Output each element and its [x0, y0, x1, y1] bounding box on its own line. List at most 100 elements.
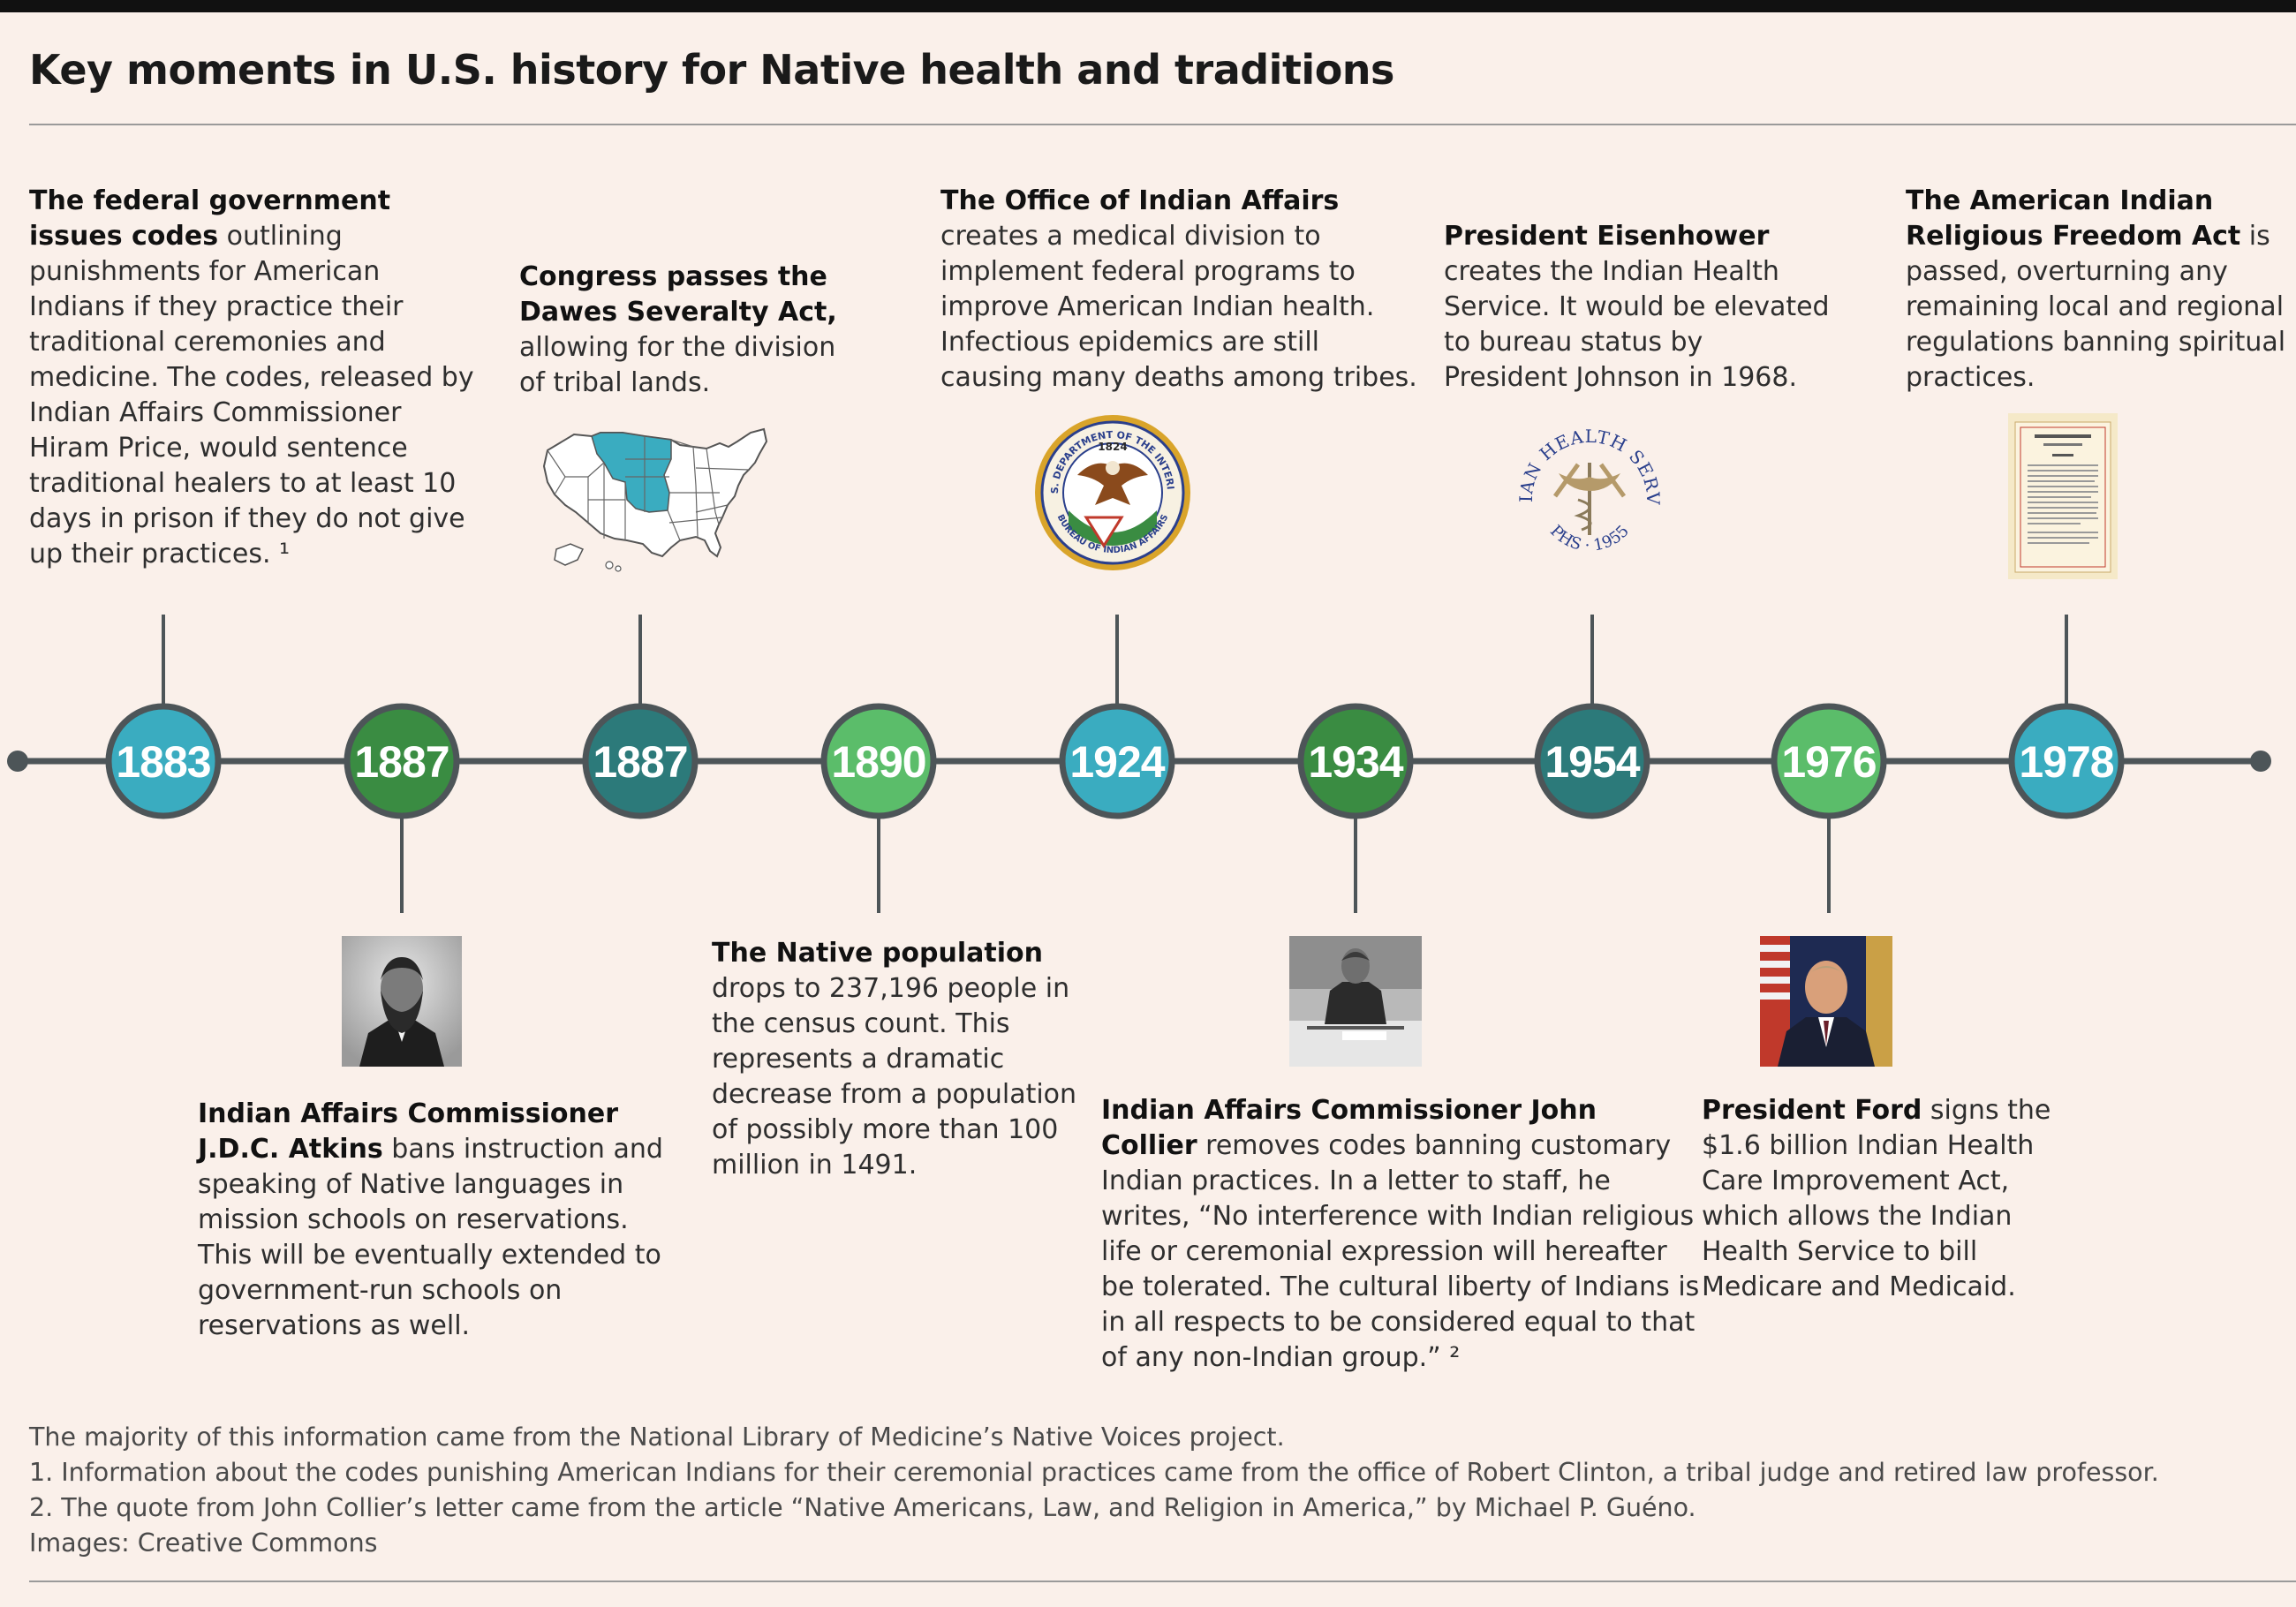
event-line: represents a dramatic — [712, 1042, 1076, 1077]
event-line: Religious Freedom Act is — [1906, 219, 2285, 254]
event-line: President Ford signs the — [1702, 1093, 2051, 1128]
year-node-1976: 1976 — [1771, 703, 1887, 819]
event-line-bold: issues codes — [29, 221, 219, 252]
year-circle — [344, 703, 460, 819]
event-line-text: Indian practices. In a letter to staff, … — [1101, 1166, 1611, 1196]
event-line-text: removes codes banning customary — [1197, 1130, 1672, 1161]
event-line: $1.6 billion Indian Health — [1702, 1128, 2051, 1164]
event-1887-atkins-text: Indian Affairs Commissioner J.D.C. Atkins… — [198, 1097, 663, 1344]
event-line: medicine. The codes, released by — [29, 360, 474, 396]
year-label: 1890 — [831, 737, 925, 787]
event-line: in all respects to be considered equal t… — [1101, 1305, 1699, 1340]
footer-source: The majority of this information came fr… — [29, 1422, 1285, 1452]
event-line: This will be eventually extended to — [198, 1238, 663, 1273]
event-line-text: reservations as well. — [198, 1310, 471, 1341]
event-1934-text: Indian Affairs Commissioner John Collier … — [1101, 1093, 1699, 1376]
event-line: J.D.C. Atkins bans instruction and — [198, 1132, 663, 1167]
event-line-bold: Dawes Severalty Act, — [519, 297, 837, 328]
event-line: government-run schools on — [198, 1273, 663, 1309]
event-line-text: traditional ceremonies and — [29, 327, 386, 358]
event-line-text: up their practices. ¹ — [29, 539, 291, 570]
event-line-text: days in prison if they do not give — [29, 503, 465, 534]
event-line-text: Care Improvement Act, — [1702, 1166, 2010, 1196]
event-line: Indian practices. In a letter to staff, … — [1101, 1164, 1699, 1199]
event-line: Indian Affairs Commissioner — [198, 1097, 663, 1132]
event-line-text: Indians if they practice their — [29, 291, 404, 322]
connectors — [162, 615, 2068, 913]
event-line-bold: The Office of Indian Affairs — [940, 185, 1340, 216]
ford-portrait-image — [1760, 936, 1892, 1067]
event-line-text: punishments for American — [29, 256, 381, 287]
timeline-end-dot — [2250, 751, 2271, 772]
event-1954-text: President Eisenhower creates the Indian H… — [1444, 219, 1830, 396]
year-circle — [105, 703, 222, 819]
event-line-text: million in 1491. — [712, 1150, 918, 1181]
event-line: creates a medical division to — [940, 219, 1417, 254]
event-line-bold: President Eisenhower — [1444, 221, 1770, 252]
footer-credits: Images: Creative Commons — [29, 1528, 378, 1558]
event-line: Collier removes codes banning customary — [1101, 1128, 1699, 1164]
year-node-1887: 1887 — [344, 703, 460, 819]
event-line-text: President Johnson in 1968. — [1444, 362, 1798, 393]
event-line: President Johnson in 1968. — [1444, 360, 1830, 396]
footer-note-1: 1. Information about the codes punishing… — [29, 1458, 2159, 1487]
event-line: Congress passes the — [519, 260, 837, 295]
event-line: of tribal lands. — [519, 366, 837, 401]
event-line-bold: The federal government — [29, 185, 391, 216]
event-line: implement federal programs to — [940, 254, 1417, 290]
event-line: the census count. This — [712, 1007, 1076, 1042]
event-1976-text: President Ford signs the $1.6 billion Ind… — [1702, 1093, 2051, 1305]
year-nodes: 1883 1887 1887 1890 1924 1934 1954 1976 1978 — [105, 703, 2125, 819]
event-line: speaking of Native languages in — [198, 1167, 663, 1203]
event-1887-dawes-text: Congress passes the Dawes Severalty Act, a… — [519, 260, 837, 401]
event-line: Hiram Price, would sentence — [29, 431, 474, 466]
event-line-text: decrease from a population — [712, 1079, 1077, 1110]
event-line-text: speaking of Native languages in — [198, 1169, 624, 1200]
event-line-text: Indian Affairs Commissioner — [29, 397, 402, 428]
event-line-text: in all respects to be considered equal t… — [1101, 1307, 1696, 1338]
event-1978-text: The American Indian Religious Freedom Act… — [1906, 184, 2285, 396]
event-line: of possibly more than 100 — [712, 1113, 1076, 1148]
top-bar — [0, 0, 2296, 12]
event-line-text: of any non-Indian group.” ² — [1101, 1342, 1461, 1373]
event-line-text: drops to 237,196 people in — [712, 973, 1070, 1004]
event-line: which allows the Indian — [1702, 1199, 2051, 1234]
year-label: 1887 — [354, 737, 449, 787]
event-line: Indian Affairs Commissioner John — [1101, 1093, 1699, 1128]
year-node-1934: 1934 — [1297, 703, 1414, 819]
us-map-image — [542, 427, 768, 572]
event-line: Indian Affairs Commissioner — [29, 396, 474, 431]
year-node-1890: 1890 — [820, 703, 937, 819]
interior-seal-image: U.S. DEPARTMENT OF THE INTERIOR 1824 BUR… — [1033, 413, 1190, 570]
year-label: 1934 — [1308, 737, 1403, 787]
year-label: 1924 — [1069, 737, 1165, 787]
event-line: The American Indian — [1906, 184, 2285, 219]
year-circle — [1771, 703, 1887, 819]
event-line: improve American Indian health. — [940, 290, 1417, 325]
event-line: Care Improvement Act, — [1702, 1164, 2051, 1199]
event-line: allowing for the division — [519, 330, 837, 366]
footer-notes: The majority of this information came fr… — [29, 1420, 2159, 1561]
event-line: causing many deaths among tribes. — [940, 360, 1417, 396]
event-line: Health Service to bill — [1702, 1234, 2051, 1270]
page-title: Key moments in U.S. history for Native h… — [29, 46, 1394, 94]
event-line-text: This will be eventually extended to — [198, 1240, 661, 1271]
timeline-start-dot — [7, 751, 28, 772]
collier-photo-image — [1289, 936, 1422, 1067]
event-line: President Eisenhower — [1444, 219, 1830, 254]
event-line: The Native population — [712, 936, 1076, 971]
event-line-text: to bureau status by — [1444, 327, 1703, 358]
event-line-bold: The American Indian — [1906, 185, 2214, 216]
event-line-bold: Indian Affairs Commissioner John — [1101, 1095, 1597, 1126]
event-line-text: Infectious epidemics are still — [940, 327, 1320, 358]
event-1883-text: The federal government issues codes outli… — [29, 184, 474, 572]
event-line-text: the census count. This — [712, 1008, 1010, 1039]
event-line-text: traditional healers to at least 10 — [29, 468, 457, 499]
event-line-text: which allows the Indian — [1702, 1201, 2013, 1232]
event-line: be tolerated. The cultural liberty of In… — [1101, 1270, 1699, 1305]
event-line-text: passed, overturning any — [1906, 256, 2228, 287]
event-line-text: regulations banning spiritual — [1906, 327, 2286, 358]
year-circle — [1534, 703, 1650, 819]
year-circle — [582, 703, 699, 819]
event-line: million in 1491. — [712, 1148, 1076, 1183]
